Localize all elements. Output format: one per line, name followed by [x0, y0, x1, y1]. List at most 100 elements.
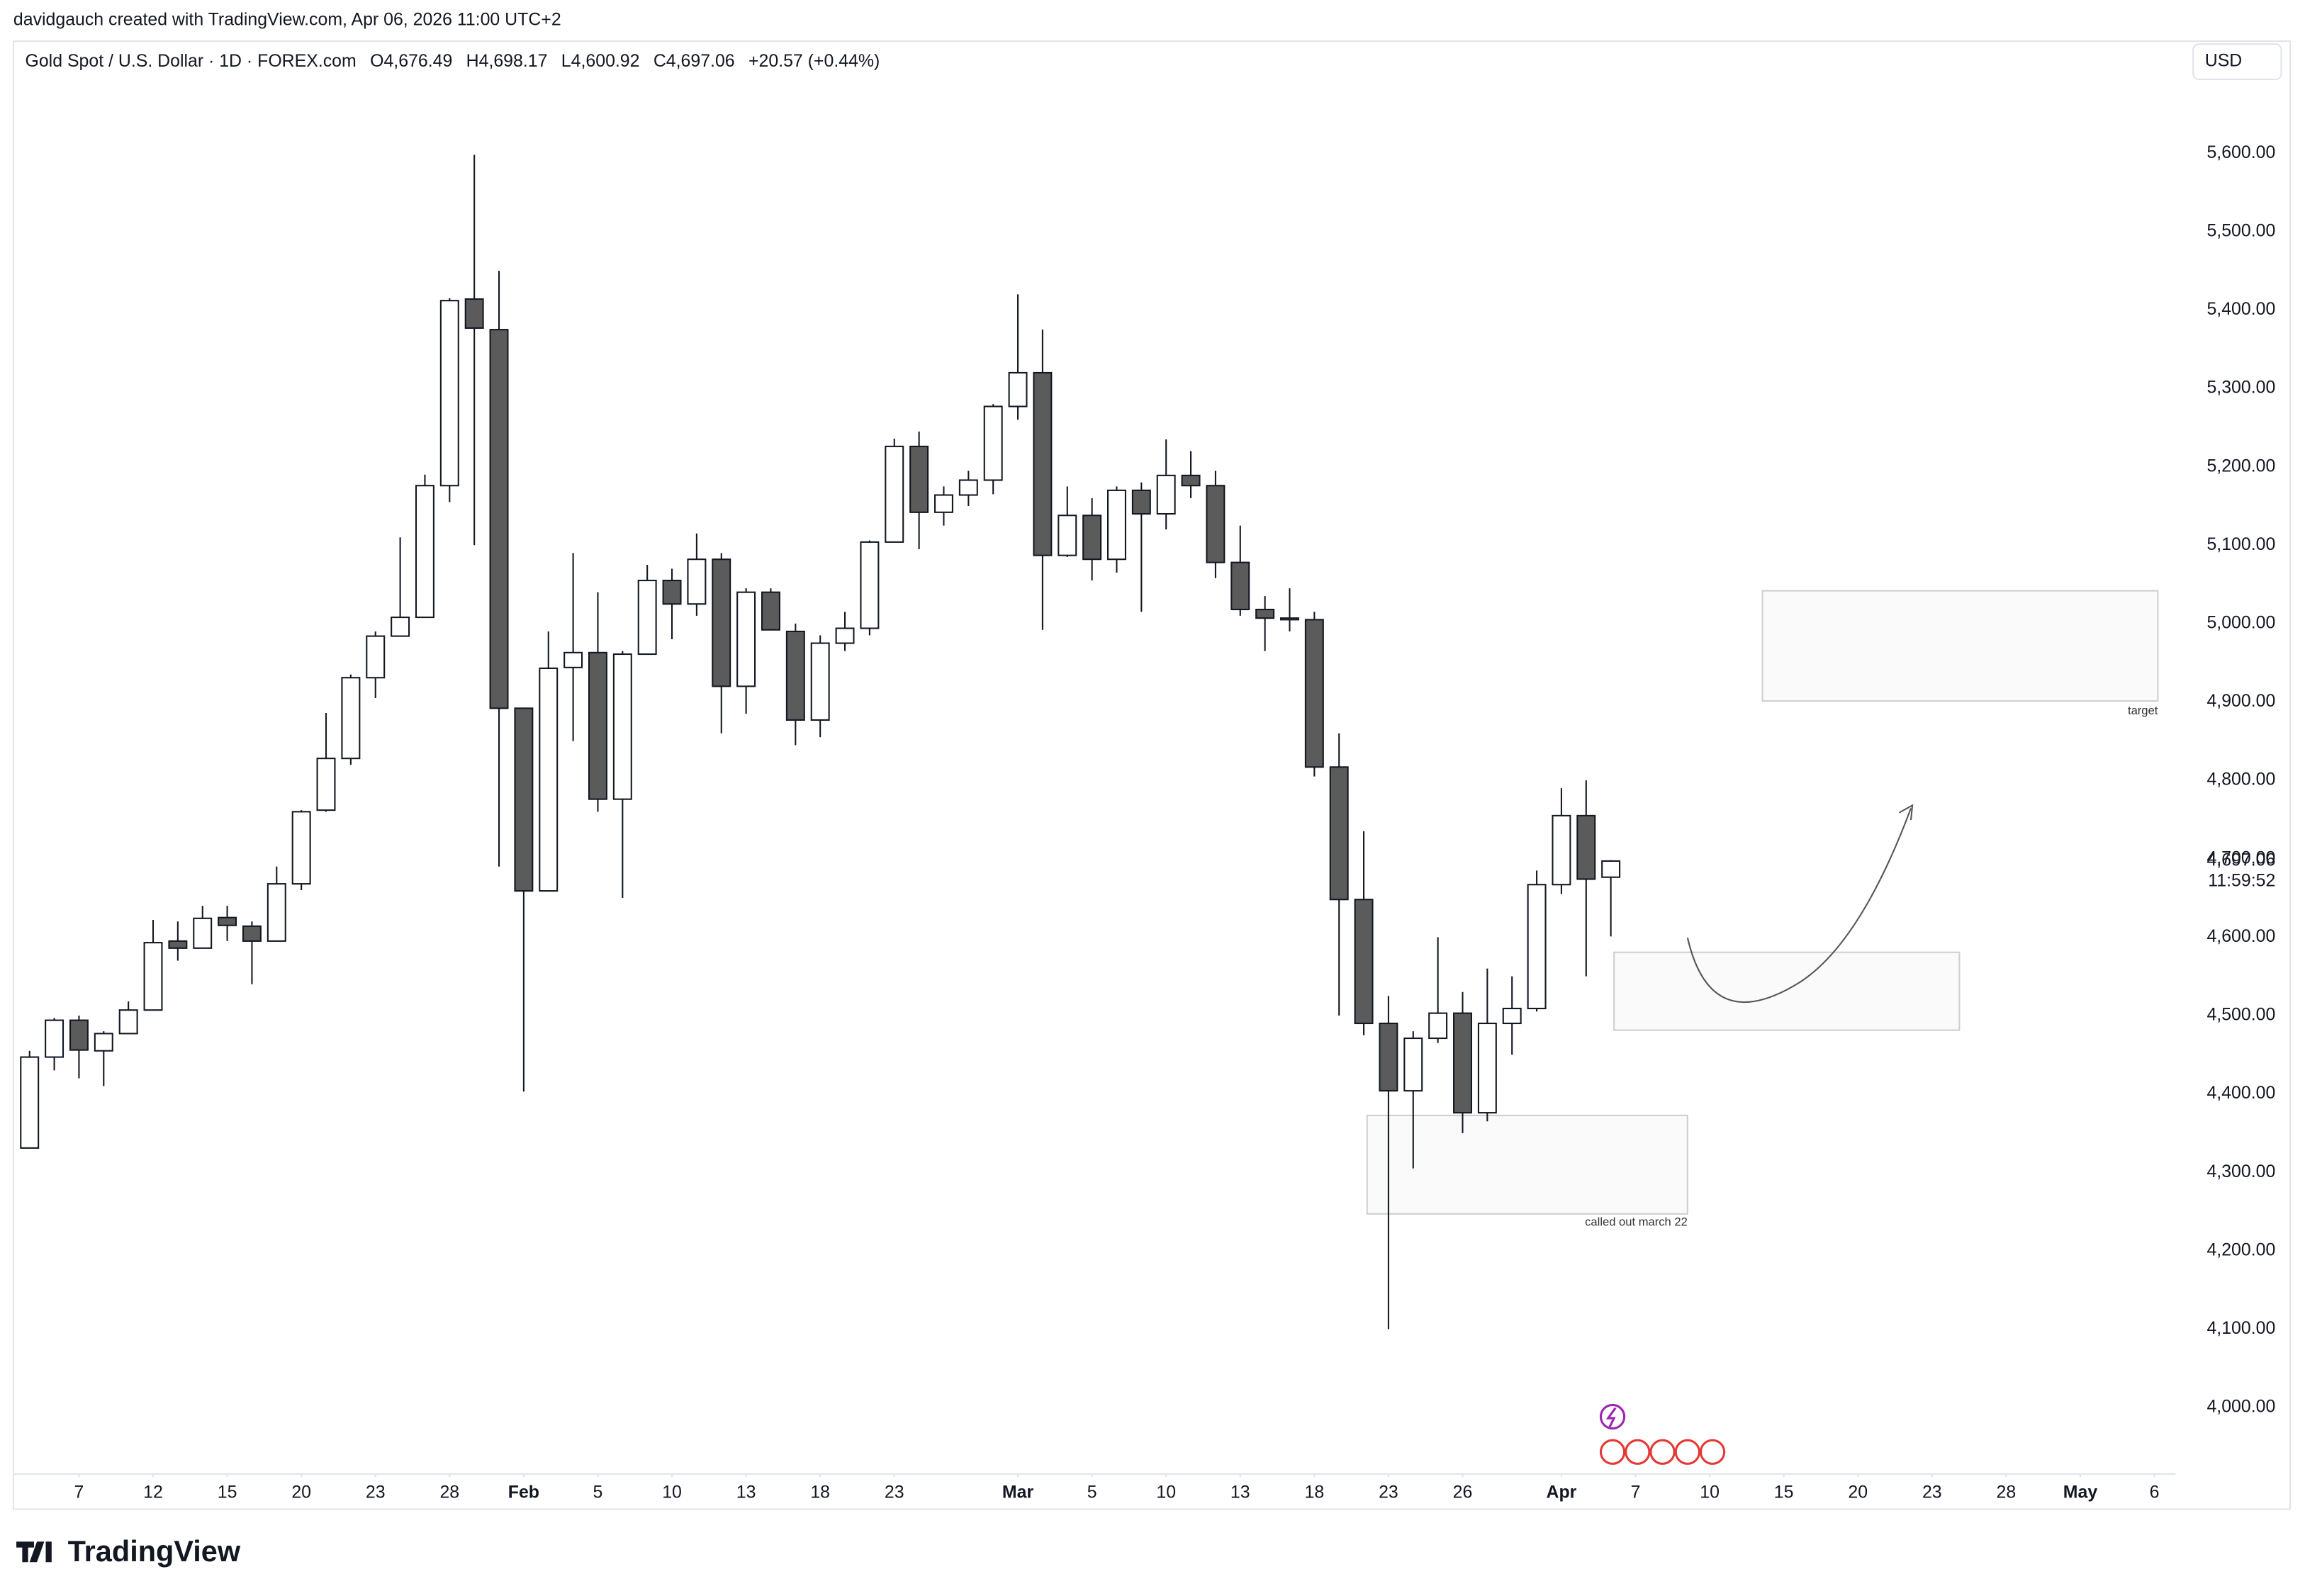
- x-tick-label: 28: [1997, 1482, 2017, 1502]
- candle-body: [983, 405, 1003, 481]
- plot: 4,000.00 4,100.00 4,200.00 4,300.00 4,400.00…: [20, 142, 2275, 1502]
- us-event[interactable]: [1625, 1439, 1651, 1465]
- currency-button[interactable]: [2192, 43, 2282, 81]
- candle-body: [1552, 814, 1571, 886]
- chart-frame: [12, 40, 2292, 1510]
- x-tick-label: 15: [218, 1482, 237, 1502]
- symbol: Gold Spot / U.S. Dollar · 1D · FOREX.com: [25, 51, 356, 71]
- candle-body: [20, 1056, 40, 1149]
- candle-body: [1403, 1037, 1423, 1092]
- logo-icon: [16, 1541, 52, 1563]
- y-tick-label: 4,000.00: [2206, 1397, 2275, 1417]
- annotation: target: [2128, 704, 2158, 717]
- candle-body: [267, 883, 286, 942]
- us-event[interactable]: [1649, 1439, 1676, 1465]
- last-price-label: 4,697.06: [2206, 850, 2275, 870]
- symbol-header: Gold Spot / U.S. Dollar · 1D · FOREX.com…: [25, 51, 880, 71]
- y-tick-label: 4,500.00: [2206, 1005, 2275, 1025]
- x-tick-label: 20: [291, 1482, 311, 1502]
- y-tick-label: 5,100.00: [2206, 534, 2275, 554]
- candle-body: [1601, 860, 1621, 878]
- candle-body: [1304, 619, 1324, 768]
- x-tick-label: 15: [1774, 1482, 1794, 1502]
- x-tick-label: 28: [439, 1482, 459, 1502]
- candle-body: [1008, 371, 1028, 408]
- candle-body: [1033, 371, 1053, 556]
- candle-body: [909, 445, 929, 513]
- us-event[interactable]: [1599, 1439, 1626, 1465]
- x-tick-label: May: [2063, 1482, 2098, 1502]
- y-tick-label: 5,600.00: [2206, 142, 2275, 162]
- candle-body: [1255, 608, 1275, 619]
- candle-body: [637, 580, 657, 656]
- candle-body: [489, 329, 509, 709]
- candle-body: [1428, 1012, 1448, 1040]
- candle-body: [761, 591, 780, 631]
- currency[interactable]: USD: [2205, 51, 2243, 71]
- candle-body: [464, 298, 484, 329]
- close-label: C: [654, 51, 666, 71]
- candle-body: [316, 758, 336, 811]
- candle-body: [1527, 884, 1547, 1010]
- x-tick-label: 23: [366, 1482, 386, 1502]
- candle-body: [835, 627, 855, 644]
- candle-body: [341, 677, 361, 760]
- us-events: [1599, 1439, 1726, 1465]
- y-tick-label: 4,700.00: [2206, 848, 2275, 867]
- candle-body: [1502, 1007, 1522, 1025]
- candle-body: [366, 635, 386, 679]
- low-label: L: [561, 51, 571, 71]
- y-tick-label: 5,300.00: [2206, 378, 2275, 398]
- event-icon[interactable]: [1599, 1403, 1626, 1430]
- candle-body: [860, 541, 880, 629]
- candle-body: [687, 558, 707, 605]
- y-tick-label: 4,100.00: [2206, 1318, 2275, 1338]
- x-tick-label: 10: [662, 1482, 682, 1502]
- y-tick-label: 5,200.00: [2206, 456, 2275, 476]
- candle-body: [1453, 1012, 1472, 1114]
- high: 4,698.17: [479, 51, 548, 71]
- us-event[interactable]: [1674, 1439, 1700, 1465]
- candle-body: [193, 917, 213, 949]
- candle-body: [242, 925, 262, 942]
- candle-body: [810, 642, 830, 721]
- y-tick-label: 4,600.00: [2206, 926, 2275, 946]
- candle-body: [1181, 474, 1201, 487]
- candle-body: [1576, 814, 1596, 880]
- x-tick-label: 10: [1700, 1482, 1720, 1502]
- candle-body: [218, 916, 237, 926]
- y-tick-label: 4,900.00: [2206, 691, 2275, 711]
- x-tick-label: 13: [736, 1482, 756, 1502]
- candle-body: [1230, 561, 1250, 611]
- entry-zone: [1613, 951, 1961, 1031]
- close: 4,697.06: [666, 51, 735, 71]
- candle-body: [118, 1009, 138, 1035]
- watermark: TradingView: [68, 1534, 241, 1568]
- candle-body: [94, 1033, 113, 1052]
- candle-body: [563, 651, 583, 668]
- open: 4,676.49: [383, 51, 452, 71]
- candle-body: [143, 942, 163, 1011]
- x-tick-label: 13: [1230, 1482, 1250, 1502]
- candle-body: [1280, 617, 1299, 621]
- candle-body: [291, 811, 311, 885]
- x-tick-label: Apr: [1547, 1482, 1577, 1502]
- low: 4,600.92: [571, 51, 640, 71]
- candle-body: [885, 445, 904, 543]
- y-tick-label: 4,200.00: [2206, 1240, 2275, 1259]
- x-tick-label: 23: [1922, 1482, 1942, 1502]
- candle-body: [588, 651, 607, 800]
- candle-body: [785, 630, 805, 721]
- candle-body: [712, 558, 731, 687]
- x-tick-label: 26: [1453, 1482, 1473, 1502]
- x-tick-label: 6: [2150, 1482, 2160, 1502]
- us-event[interactable]: [1699, 1439, 1726, 1465]
- candle-body: [439, 300, 459, 487]
- annotation: called out march 22: [1585, 1215, 1688, 1229]
- candle-body: [1156, 474, 1176, 515]
- candle-body: [1329, 766, 1349, 901]
- candle-body: [662, 580, 682, 605]
- candle-body: [1379, 1022, 1398, 1092]
- change: +20.57 (+0.44%): [748, 51, 880, 71]
